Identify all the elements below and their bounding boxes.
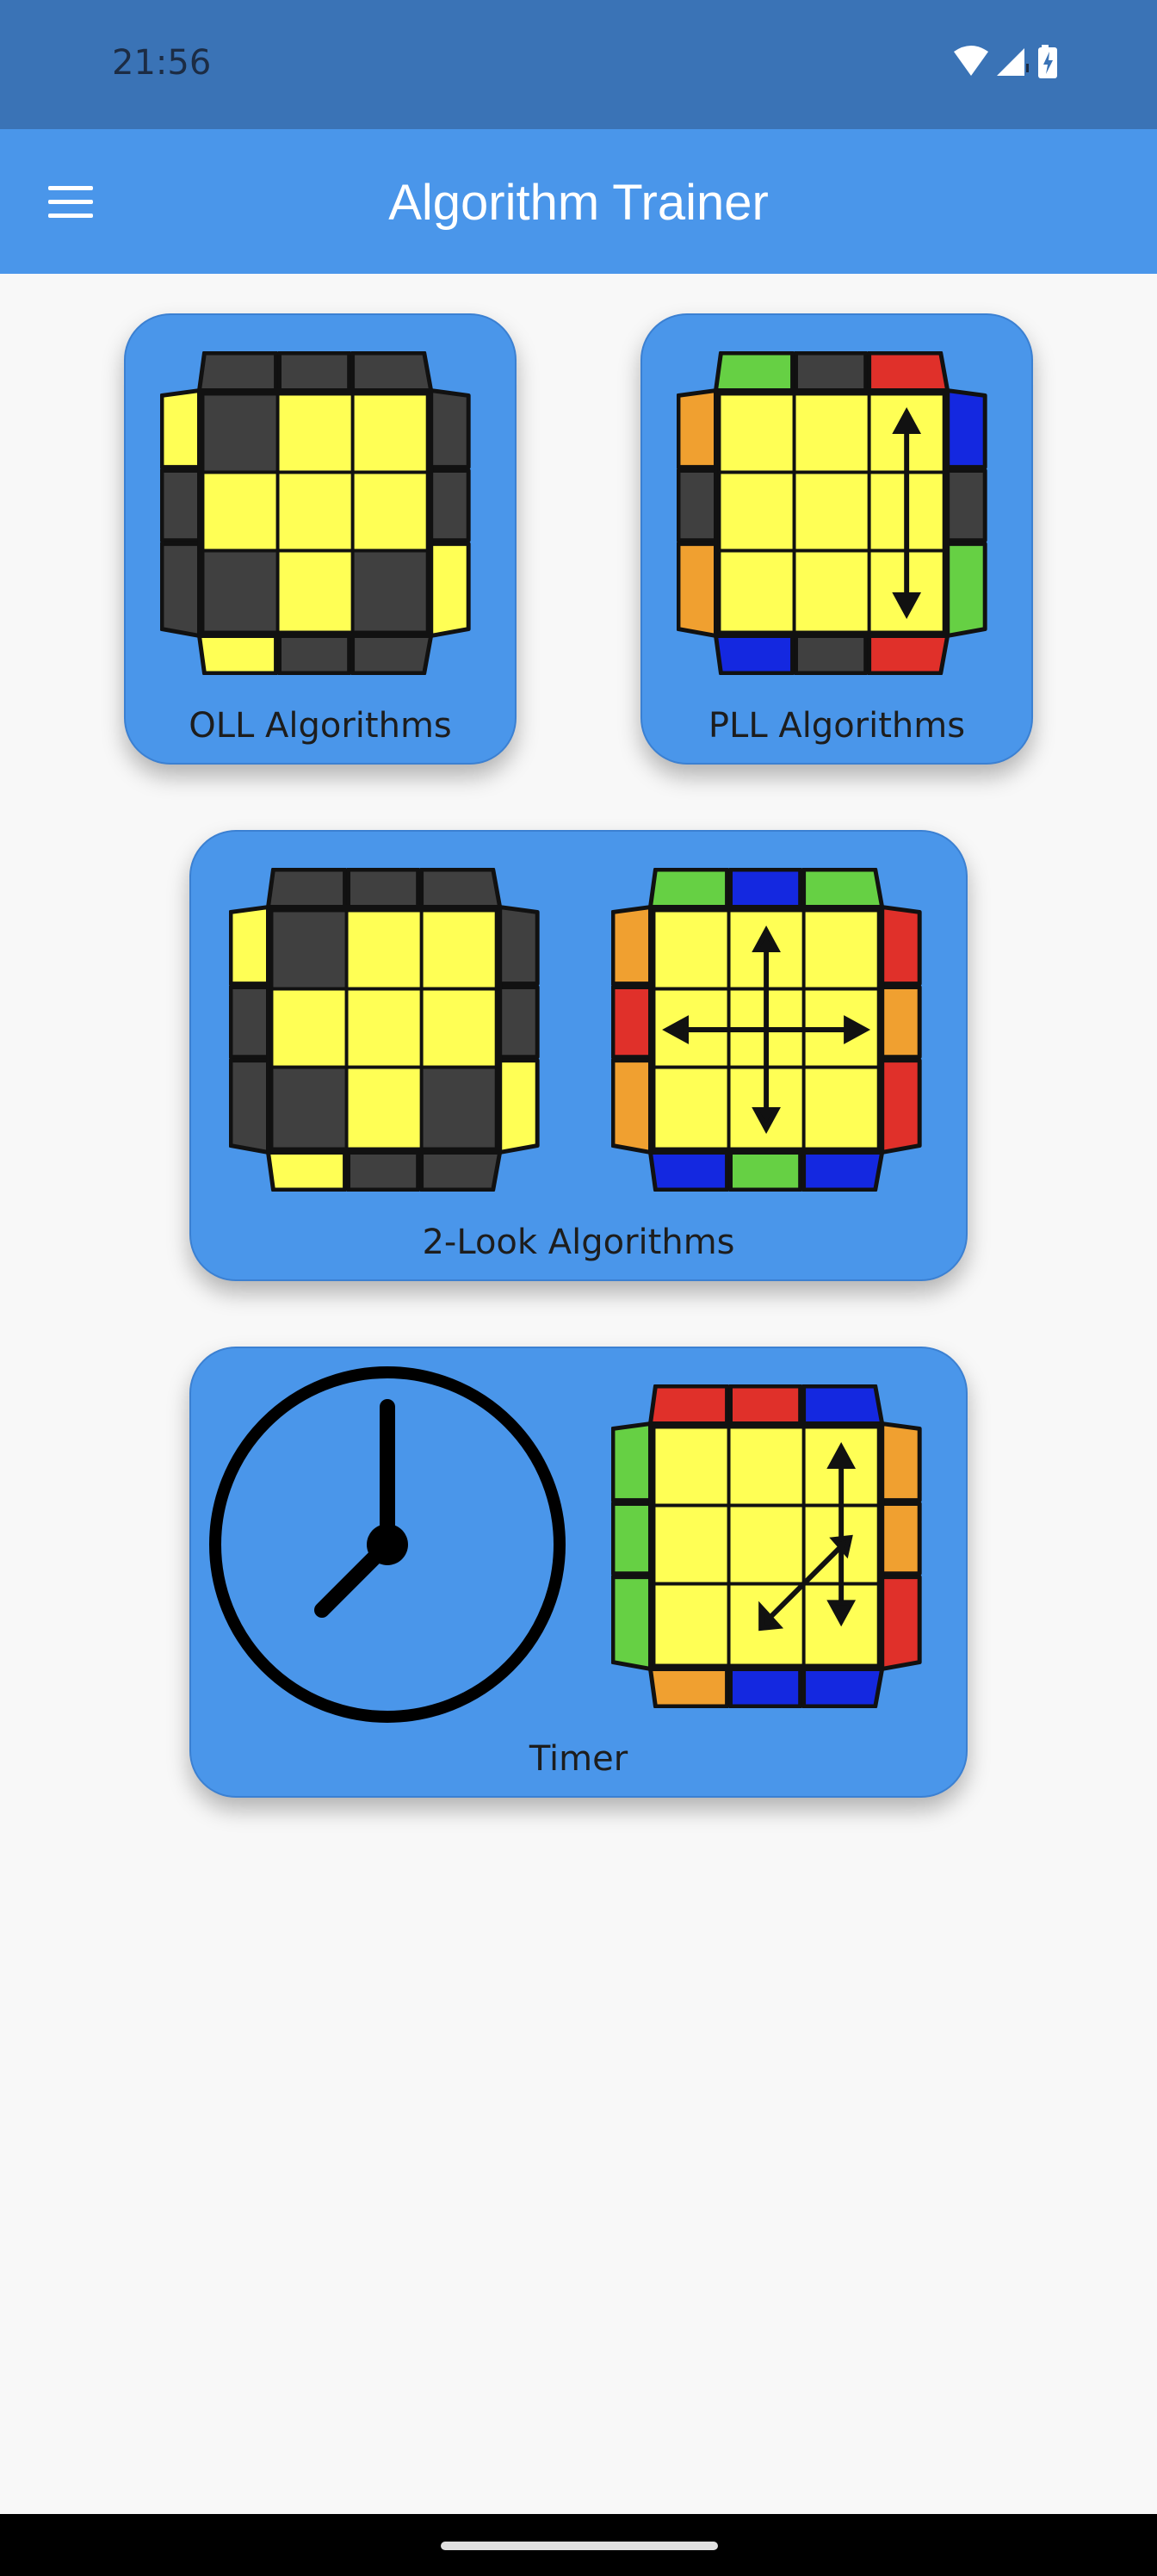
status-icons bbox=[952, 43, 1081, 81]
pll-cube-icon bbox=[677, 351, 987, 675]
status-bar: 21:56 bbox=[0, 0, 1157, 129]
battery-charging-icon bbox=[1038, 45, 1057, 78]
timer-card[interactable]: Timer bbox=[189, 1347, 968, 1798]
oll-cube-icon bbox=[160, 351, 471, 675]
signal-icon bbox=[997, 48, 1029, 76]
status-time: 21:56 bbox=[112, 43, 212, 83]
card-label: 2-Look Algorithms bbox=[422, 1223, 735, 1262]
page-title: Algorithm Trainer bbox=[388, 175, 769, 231]
clock-icon bbox=[209, 1366, 566, 1723]
hamburger-menu-icon[interactable] bbox=[45, 181, 100, 224]
oll-cube-icon bbox=[229, 868, 540, 1192]
two-look-algorithms-card[interactable]: 2-Look Algorithms bbox=[189, 830, 968, 1281]
pll-cube-icon bbox=[611, 1384, 922, 1708]
card-label: OLL Algorithms bbox=[189, 706, 452, 746]
pll-algorithms-card[interactable]: PLL Algorithms bbox=[640, 313, 1033, 765]
app-bar: Algorithm Trainer bbox=[0, 129, 1157, 274]
home-gesture-handle[interactable] bbox=[441, 2542, 718, 2550]
wifi-icon bbox=[954, 46, 988, 76]
card-label: Timer bbox=[529, 1739, 628, 1779]
oll-algorithms-card[interactable]: OLL Algorithms bbox=[124, 313, 517, 765]
card-label: PLL Algorithms bbox=[708, 706, 966, 746]
pll-cross-cube-icon bbox=[611, 868, 922, 1192]
